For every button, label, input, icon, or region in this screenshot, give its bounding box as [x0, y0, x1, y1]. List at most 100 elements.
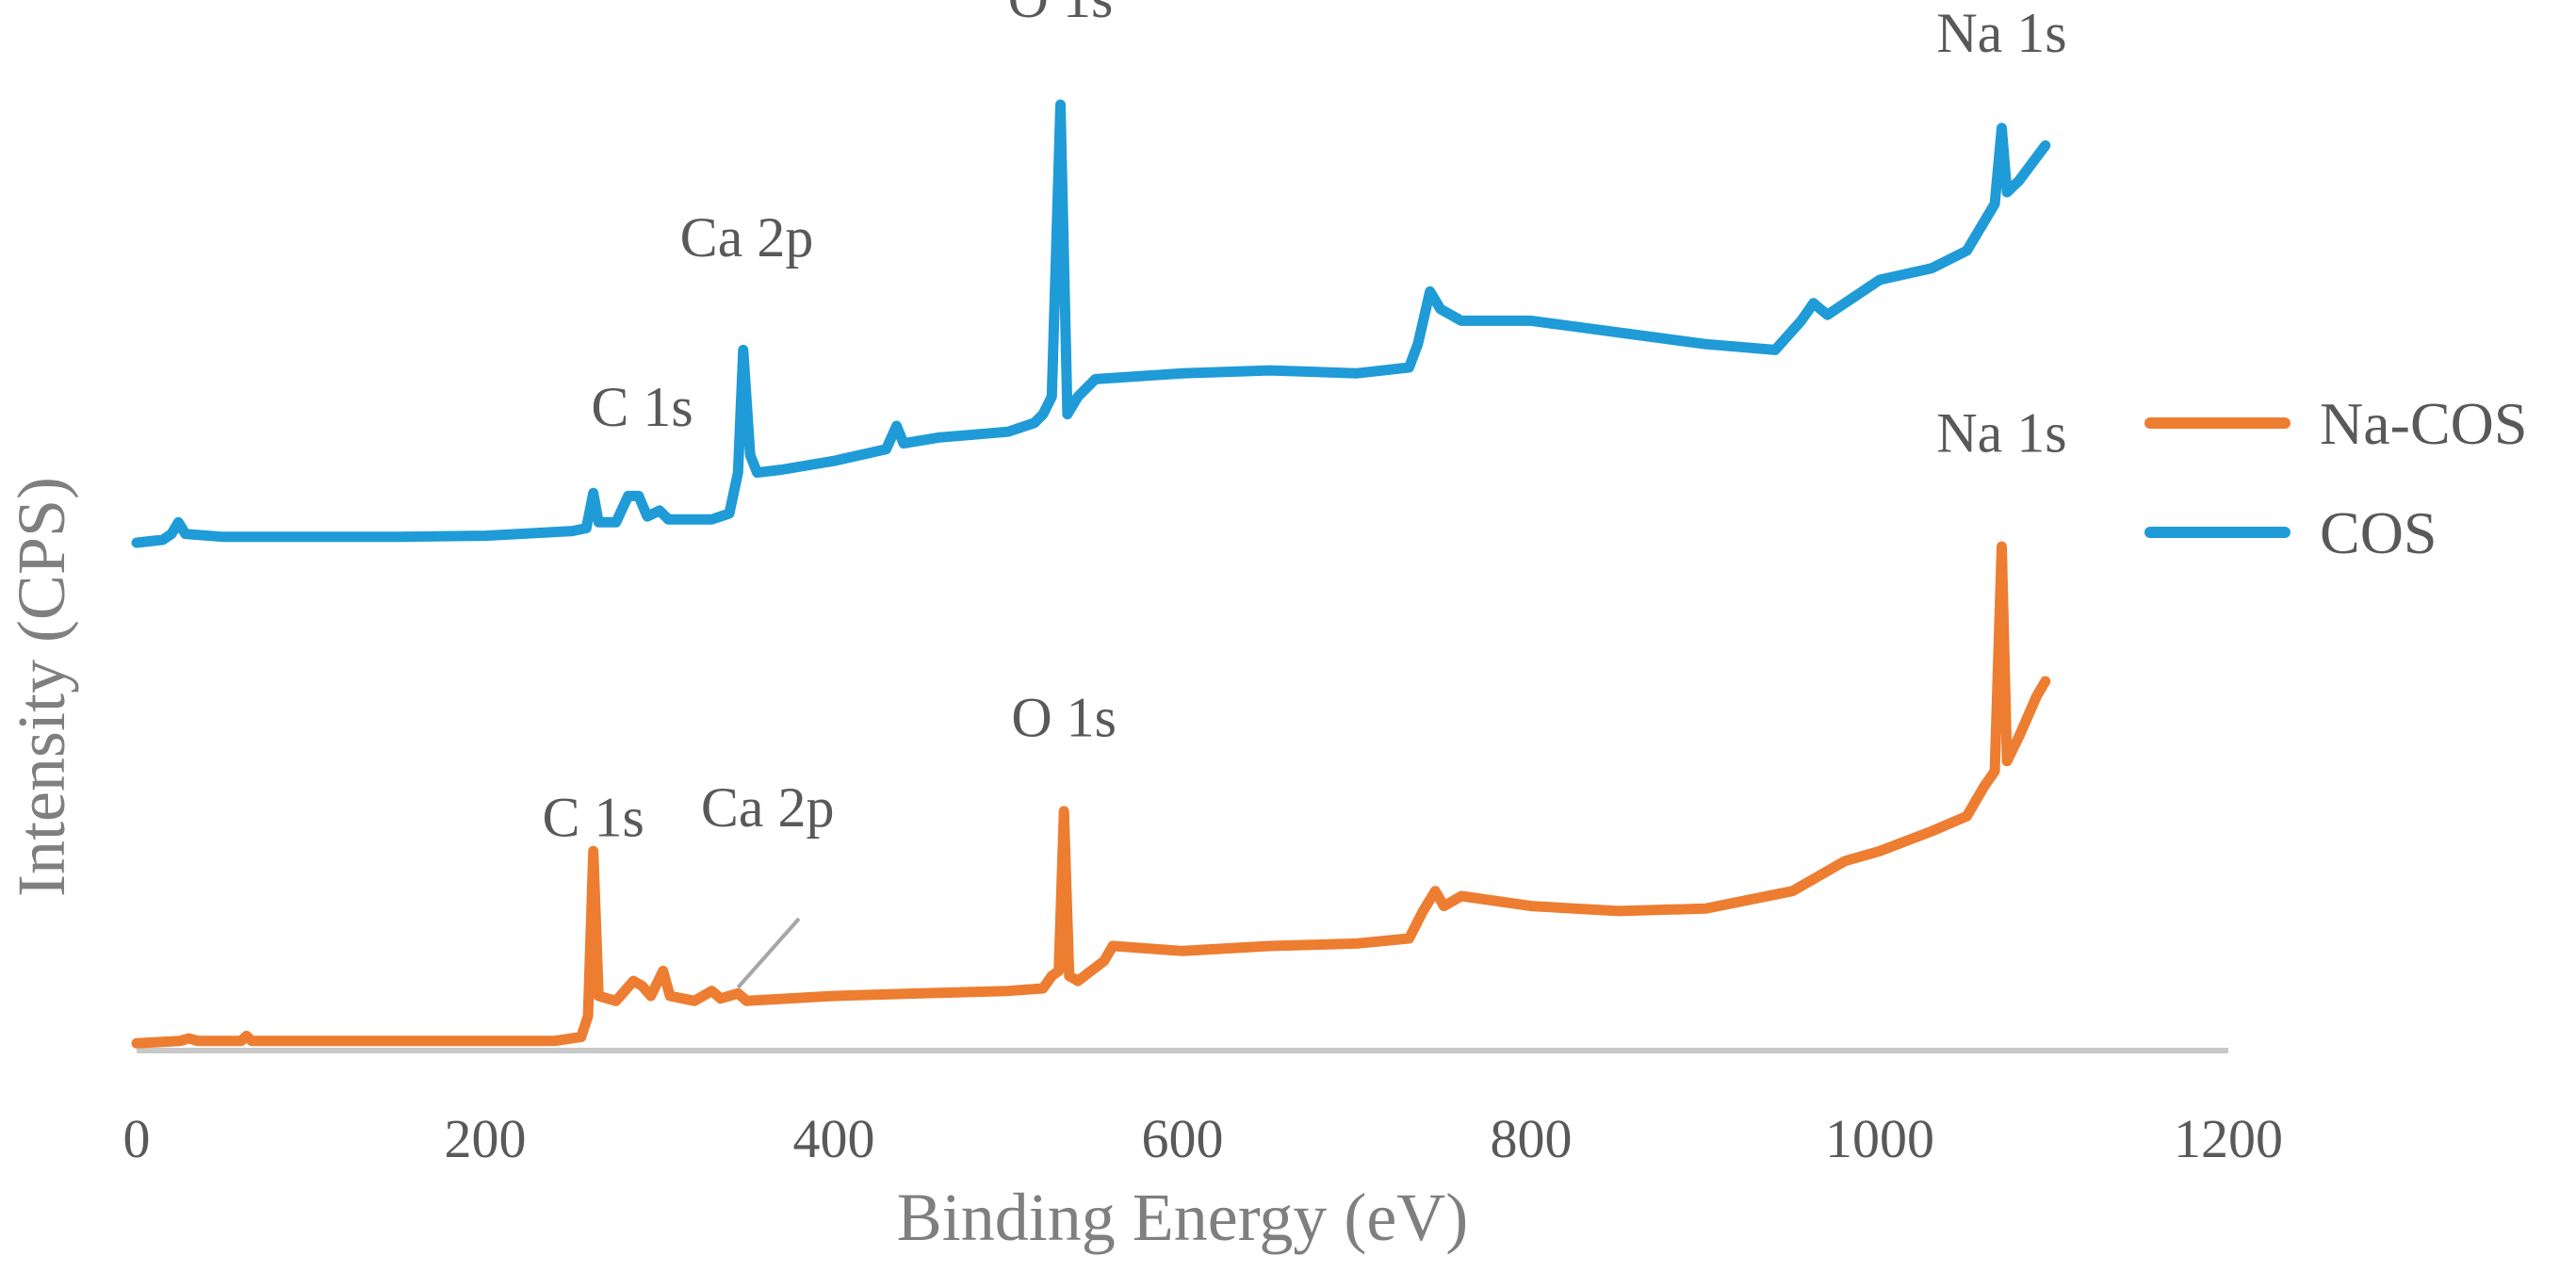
- series-point: [553, 1038, 557, 1043]
- peak-label: O 1s: [1011, 686, 1117, 748]
- series-point: [250, 1038, 254, 1043]
- x-tick-label: 800: [1491, 1108, 1573, 1169]
- series-point: [2043, 143, 2047, 148]
- series-point: [1427, 289, 1432, 294]
- series-point: [636, 494, 641, 498]
- series-point: [239, 1038, 243, 1043]
- series-point: [1355, 941, 1359, 946]
- series-point: [709, 517, 714, 522]
- series-point: [309, 1038, 313, 1043]
- series-point: [2043, 679, 2047, 684]
- series-point: [1529, 904, 1533, 908]
- series-point: [1006, 988, 1010, 993]
- series-point: [1999, 545, 2004, 548]
- series-point: [586, 1014, 591, 1019]
- series-point: [1790, 889, 1795, 893]
- peak-label: C 1s: [543, 786, 644, 848]
- series-point: [666, 517, 671, 522]
- series-point: [919, 991, 923, 996]
- series-point: [658, 508, 661, 513]
- series-point: [1101, 958, 1106, 963]
- series-point: [1006, 430, 1010, 434]
- series-point: [1616, 330, 1621, 334]
- series-point: [1267, 944, 1272, 948]
- ca-2p-leader-line: [736, 917, 801, 989]
- series-point: [2017, 178, 2021, 183]
- series-point: [1930, 829, 1934, 834]
- series-point: [2034, 155, 2039, 159]
- series-point: [741, 348, 745, 352]
- series-point: [779, 467, 784, 472]
- series-point: [1355, 371, 1359, 376]
- series-point: [1811, 301, 1816, 305]
- series-point: [1993, 202, 1997, 206]
- legend-label-cos: COS: [2320, 499, 2437, 566]
- series-point: [170, 531, 173, 536]
- series-point: [596, 994, 601, 998]
- series-point: [135, 1041, 139, 1046]
- series-point: [1993, 769, 1997, 774]
- series-point: [1067, 973, 1071, 978]
- series-point: [1616, 908, 1621, 913]
- series-point: [1076, 395, 1080, 399]
- series-point: [1041, 987, 1045, 990]
- series-points-na-cos: [135, 545, 2047, 1046]
- series-point: [2005, 190, 2010, 194]
- series-point: [570, 529, 575, 533]
- series-point: [483, 1038, 487, 1043]
- series-point: [1982, 784, 1986, 789]
- series-point: [1704, 906, 1707, 911]
- series-point: [2034, 694, 2039, 698]
- series-point: [1421, 908, 1426, 913]
- series-point: [1442, 904, 1446, 908]
- x-tick-label: 0: [123, 1108, 151, 1169]
- series-line-cos: [131, 99, 2051, 548]
- series-point: [1032, 420, 1036, 425]
- series-point: [1076, 979, 1080, 984]
- series-point: [1799, 318, 1803, 323]
- series-point: [178, 1038, 183, 1043]
- series-point: [1058, 103, 1063, 106]
- series-point: [727, 512, 731, 515]
- series-point: [1056, 969, 1061, 973]
- peak-label: O 1s: [1008, 0, 1114, 29]
- series-point: [160, 537, 165, 542]
- series-layer: [131, 99, 2051, 1049]
- series-point: [176, 520, 181, 525]
- series-point: [755, 470, 759, 475]
- series-point: [396, 1038, 400, 1043]
- series-point: [613, 520, 618, 525]
- series-point: [1930, 266, 1934, 270]
- series-point: [2017, 734, 2021, 739]
- series-point: [709, 988, 714, 993]
- peak-label: Na 1s: [1936, 2, 2066, 64]
- series-point: [396, 534, 400, 539]
- series-point: [1407, 937, 1411, 940]
- series-point: [1704, 342, 1707, 347]
- series-point: [579, 1035, 583, 1039]
- series-point: [937, 435, 940, 440]
- x-tick-label: 200: [445, 1108, 527, 1169]
- series-point: [1965, 249, 1969, 253]
- series-point: [640, 984, 644, 988]
- series-point: [1529, 318, 1533, 323]
- series-point: [736, 991, 741, 996]
- series-point: [832, 459, 836, 464]
- series-point: [1062, 808, 1067, 813]
- series-point: [902, 441, 905, 446]
- series-point: [660, 969, 665, 973]
- series-point: [1982, 220, 1986, 223]
- peak-label: Ca 2p: [680, 206, 814, 269]
- series-point: [645, 514, 649, 519]
- series-point: [648, 994, 653, 998]
- series-point: [744, 999, 749, 1003]
- series-point: [748, 453, 753, 457]
- series-point: [884, 447, 889, 451]
- series-point: [1181, 949, 1184, 954]
- series-point: [1050, 973, 1054, 978]
- series-point: [483, 533, 487, 538]
- series-point: [668, 994, 673, 998]
- x-tick-label: 1200: [2174, 1108, 2283, 1169]
